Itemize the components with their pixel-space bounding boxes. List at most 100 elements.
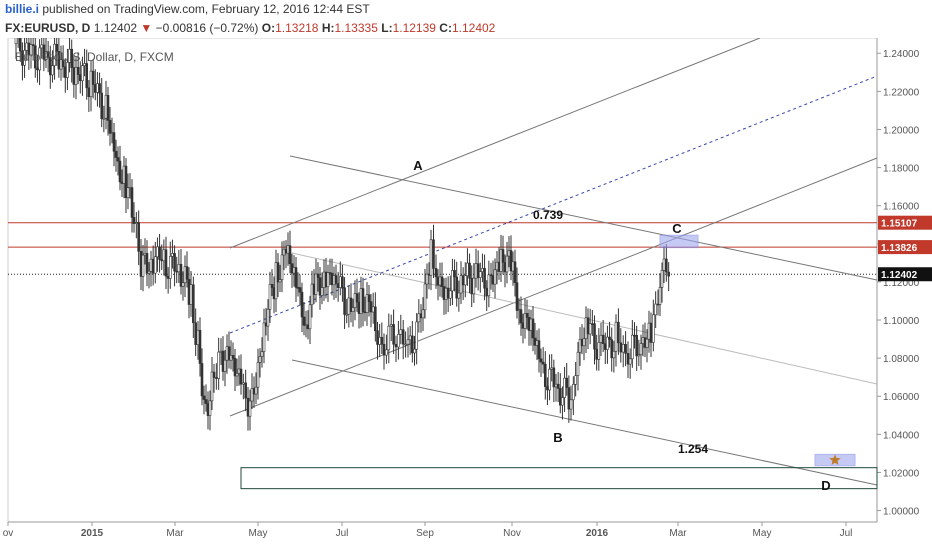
candle-body: [667, 271, 670, 277]
candle-body: [164, 249, 168, 277]
candle-body: [591, 323, 594, 325]
candle-body: [145, 252, 149, 274]
candle-body: [361, 288, 365, 313]
candle-body: [160, 259, 164, 262]
wave-annotation: D: [821, 478, 830, 493]
candle-body: [385, 349, 388, 356]
candle-body: [658, 287, 662, 305]
candle-body: [429, 239, 433, 276]
time-axis-label: Jul: [336, 528, 349, 539]
candle-body: [515, 282, 519, 311]
candle-body: [215, 377, 218, 379]
candle-body: [351, 307, 355, 312]
candle-body: [523, 313, 527, 329]
channel-base-line: [291, 359, 878, 486]
candle-body: [192, 284, 195, 324]
candle-body: [256, 362, 260, 388]
candle-body: [38, 47, 41, 71]
candle-body: [260, 351, 264, 357]
candle-body: [406, 339, 410, 345]
candle-body: [185, 266, 189, 280]
candle-body: [525, 313, 529, 318]
candle-body: [217, 351, 220, 379]
candle-body: [177, 263, 181, 273]
candle-body: [93, 84, 97, 93]
candle-body: [423, 283, 427, 311]
candle-body: [415, 321, 418, 350]
wave-annotation: A: [413, 158, 423, 173]
candle-body: [608, 336, 611, 340]
chart-area[interactable]: 1.240001.220001.200001.180001.160001.140…: [0, 14, 932, 550]
candle-body: [543, 363, 547, 387]
price-tag-label: 1.12402: [881, 270, 918, 281]
candle-body: [565, 377, 569, 388]
candle-body: [314, 273, 318, 295]
candle-body: [531, 318, 535, 339]
candle-body: [320, 287, 324, 296]
candle-body: [466, 262, 469, 277]
candle-body: [459, 275, 463, 294]
candle-body: [606, 336, 609, 350]
price-axis-label: 1.06000: [883, 392, 920, 403]
candle-body: [171, 253, 174, 257]
candle-body: [610, 339, 614, 359]
candle-body: [367, 294, 371, 302]
high-label: H:: [321, 21, 335, 35]
candle-body: [194, 322, 197, 345]
candle-body: [66, 62, 69, 78]
candle-body: [628, 358, 632, 365]
candle-body: [572, 384, 575, 401]
candle-body: [114, 150, 118, 158]
candle-body: [478, 271, 482, 278]
candle-body: [268, 283, 272, 310]
candle-body: [612, 350, 616, 359]
price-axis-label: 1.16000: [883, 202, 920, 213]
candle-body: [374, 306, 377, 332]
candle-body: [239, 368, 243, 385]
candle-body: [254, 386, 258, 395]
candle-body: [104, 94, 108, 119]
candle-body: [397, 334, 400, 348]
time-axis-label: 2016: [586, 528, 609, 539]
candle-body: [546, 386, 549, 391]
candle-body: [302, 316, 306, 326]
candle-body: [229, 355, 233, 361]
price-chart[interactable]: 1.240001.220001.200001.180001.160001.140…: [0, 14, 932, 550]
candle-body: [128, 187, 132, 189]
candle-body: [599, 334, 603, 343]
publish-info: billie.i published on TradingView.com, F…: [0, 0, 932, 18]
high-value: 1.13335: [334, 21, 378, 35]
candle-body: [392, 324, 395, 345]
candle-body: [233, 358, 237, 377]
candle-body: [235, 373, 239, 377]
candle-body: [455, 276, 459, 299]
candle-body: [541, 361, 545, 365]
publisher-username[interactable]: billie.i: [5, 2, 40, 16]
candle-body: [380, 337, 384, 345]
candle-body: [40, 44, 44, 49]
candle-body: [266, 308, 270, 327]
candle-body: [70, 48, 74, 68]
candle-body: [36, 67, 39, 71]
candle-body: [411, 335, 414, 354]
candle-body: [31, 44, 35, 47]
candle-body: [173, 253, 176, 272]
candle-body: [552, 367, 556, 388]
candle-body: [453, 270, 456, 278]
candle-body: [505, 255, 509, 273]
candle-body: [440, 276, 444, 287]
candle-body: [513, 261, 517, 283]
pitchfork-median-down-line: [289, 155, 878, 281]
candle-body: [470, 277, 474, 295]
candle-body: [183, 266, 187, 283]
wave-annotation: C: [672, 221, 682, 236]
candle-body: [108, 120, 112, 134]
candle-body: [189, 284, 193, 305]
price-axis-label: 1.04000: [883, 430, 920, 441]
candle-body: [586, 317, 590, 335]
candle-body: [519, 309, 523, 324]
candle-body: [378, 337, 381, 345]
price-axis-label: 1.18000: [883, 164, 920, 175]
price-tag-box: [878, 215, 932, 230]
time-axis-label: Mar: [669, 528, 687, 539]
